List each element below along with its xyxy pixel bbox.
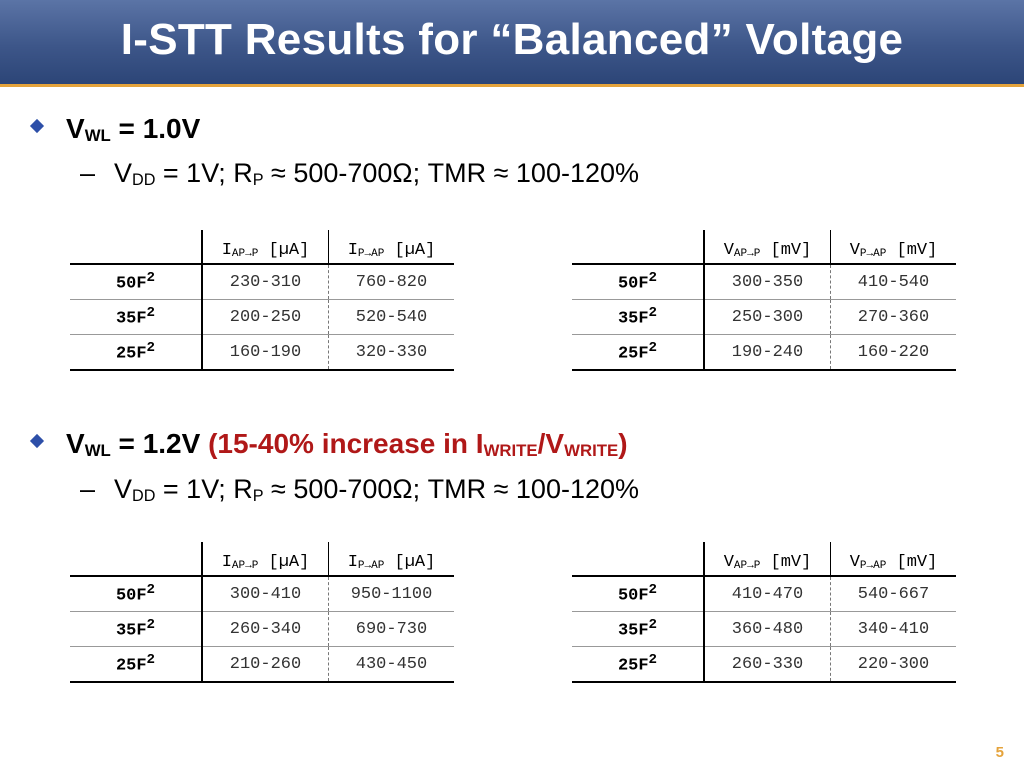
corner-cell bbox=[70, 542, 202, 576]
cell-value: 410-540 bbox=[857, 272, 930, 292]
voltage-table-1: VAP→P [mV] VP→AP [mV] 50F2 300-350 410-540… bbox=[572, 230, 956, 371]
table-row: 25F2 190-240 160-220 bbox=[572, 334, 956, 370]
row-label: 35F2 bbox=[572, 299, 705, 335]
row-label: 25F2 bbox=[70, 646, 203, 682]
row-label: 50F2 bbox=[572, 264, 705, 300]
page-number: 5 bbox=[995, 744, 1004, 761]
cell-value: 260-340 bbox=[202, 611, 329, 647]
cell-value: 210-260 bbox=[202, 646, 329, 682]
slide-title: I-STT Results for “Balanced” Voltage bbox=[120, 15, 904, 64]
voltage-table-2: VAP→P [mV] VP→AP [mV] 50F2 410-470 540-667… bbox=[572, 542, 956, 683]
header-iap-p: IAP→P [µA] bbox=[201, 542, 329, 576]
bullet-diamond-icon bbox=[29, 433, 45, 449]
corner-cell bbox=[572, 230, 704, 264]
title-bar bbox=[0, 0, 1024, 84]
cell-value: 220-300 bbox=[857, 654, 930, 674]
cell-value: 520-540 bbox=[355, 307, 428, 327]
increase-note: (15-40% increase in IWRITE/VWRITE) bbox=[208, 428, 628, 460]
table-row: 25F2 260-330 220-300 bbox=[572, 646, 956, 682]
table-row: 35F2 260-340 690-730 bbox=[70, 611, 454, 647]
cell-value: 340-410 bbox=[857, 619, 930, 639]
cell-value: 300-410 bbox=[202, 576, 329, 612]
header-ip-ap: IP→AP [µA] bbox=[347, 241, 436, 260]
header-iap-p: IAP→P [µA] bbox=[201, 230, 329, 264]
current-table-1: IAP→P [µA] IP→AP [µA] 50F2 230-310 760-820… bbox=[70, 230, 454, 371]
header-ip-ap: IP→AP [µA] bbox=[347, 553, 436, 572]
bullet-vwl-2: VWL = 1.2V (15-40% increase in IWRITE/VW… bbox=[66, 428, 628, 460]
table-row: 50F2 230-310 760-820 bbox=[70, 264, 454, 300]
cell-value: 160-190 bbox=[202, 334, 329, 370]
header-vp-ap: VP→AP [mV] bbox=[849, 241, 938, 260]
table-row: 35F2 360-480 340-410 bbox=[572, 611, 956, 647]
row-label: 50F2 bbox=[70, 576, 203, 612]
corner-cell bbox=[572, 542, 704, 576]
row-label: 35F2 bbox=[70, 299, 203, 335]
cell-value: 250-300 bbox=[704, 299, 831, 335]
cell-value: 230-310 bbox=[202, 264, 329, 300]
cell-value: 300-350 bbox=[704, 264, 831, 300]
bullet-vwl-1: VWL = 1.0V bbox=[66, 113, 201, 145]
table-row: 50F2 300-410 950-1100 bbox=[70, 576, 454, 612]
row-label: 25F2 bbox=[572, 334, 705, 370]
table-row: 25F2 210-260 430-450 bbox=[70, 646, 454, 682]
cell-value: 260-330 bbox=[704, 646, 831, 682]
bullet-diamond-icon bbox=[29, 118, 45, 134]
cell-value: 270-360 bbox=[857, 307, 930, 327]
row-label: 50F2 bbox=[70, 264, 203, 300]
cell-value: 540-667 bbox=[857, 584, 930, 604]
cell-value: 430-450 bbox=[355, 654, 428, 674]
table-row: 50F2 300-350 410-540 bbox=[572, 264, 956, 300]
header-vap-p: VAP→P [mV] bbox=[703, 230, 831, 264]
cell-value: 160-220 bbox=[857, 342, 930, 362]
row-label: 25F2 bbox=[572, 646, 705, 682]
header-vap-p: VAP→P [mV] bbox=[703, 542, 831, 576]
current-table-2: IAP→P [µA] IP→AP [µA] 50F2 300-410 950-110… bbox=[70, 542, 454, 683]
row-label: 35F2 bbox=[70, 611, 203, 647]
table-row: 50F2 410-470 540-667 bbox=[572, 576, 956, 612]
table-row: 35F2 200-250 520-540 bbox=[70, 299, 454, 335]
table-row: 35F2 250-300 270-360 bbox=[572, 299, 956, 335]
cell-value: 690-730 bbox=[355, 619, 428, 639]
cell-value: 360-480 bbox=[704, 611, 831, 647]
row-label: 25F2 bbox=[70, 334, 203, 370]
header-vp-ap: VP→AP [mV] bbox=[849, 553, 938, 572]
row-label: 50F2 bbox=[572, 576, 705, 612]
title-rule bbox=[0, 84, 1024, 87]
table-row: 25F2 160-190 320-330 bbox=[70, 334, 454, 370]
cell-value: 760-820 bbox=[355, 272, 428, 292]
cell-value: 950-1100 bbox=[350, 584, 433, 604]
cell-value: 190-240 bbox=[704, 334, 831, 370]
cell-value: 200-250 bbox=[202, 299, 329, 335]
row-label: 35F2 bbox=[572, 611, 705, 647]
cell-value: 320-330 bbox=[355, 342, 428, 362]
corner-cell bbox=[70, 230, 202, 264]
cell-value: 410-470 bbox=[704, 576, 831, 612]
